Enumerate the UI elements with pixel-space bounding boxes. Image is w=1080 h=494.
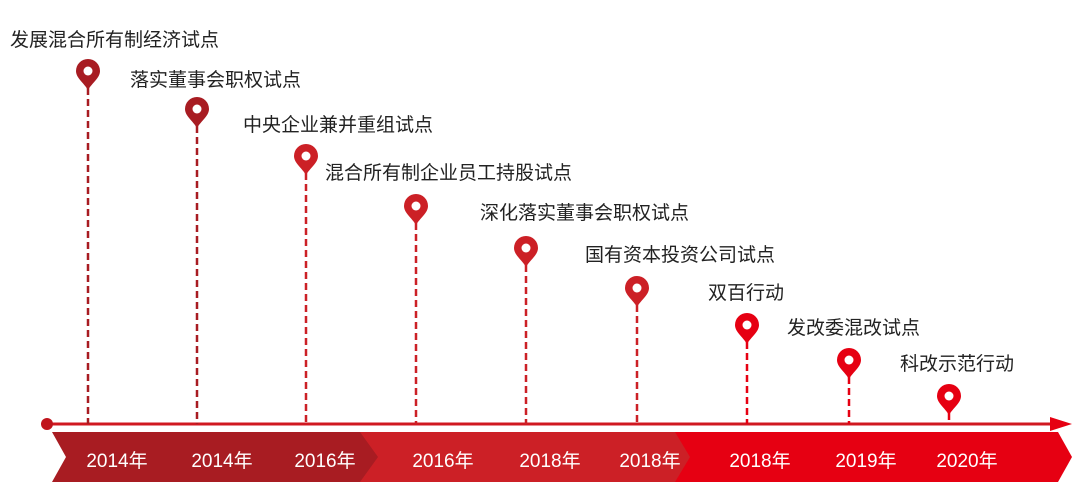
banner-segment-bright: [660, 432, 1072, 482]
banner-segment-dark: [52, 432, 378, 482]
event-label: 国有资本投资公司试点: [585, 244, 776, 266]
map-pin-hole: [521, 243, 531, 253]
event-label: 深化落实董事会职权试点: [480, 202, 690, 224]
event-year: 2014年: [86, 451, 148, 472]
axis-start-dot: [41, 418, 53, 430]
map-pin-hole: [944, 391, 954, 401]
event-year: 2016年: [412, 451, 474, 472]
event-label: 混合所有制企业员工持股试点: [325, 162, 573, 184]
banner-segment-mid: [360, 432, 690, 482]
event-label: 双百行动: [708, 282, 785, 304]
map-pin-hole: [632, 283, 642, 293]
map-pin-hole: [301, 151, 311, 161]
map-pin-hole: [844, 355, 854, 365]
map-pin-hole: [83, 66, 93, 76]
event-label: 落实董事会职权试点: [130, 69, 302, 91]
event-year: 2018年: [619, 451, 681, 472]
event-year: 2020年: [936, 451, 998, 472]
event-label: 发展混合所有制经济试点: [10, 29, 220, 51]
map-pin-hole: [411, 201, 421, 211]
axis-arrow-icon: [1050, 417, 1072, 431]
map-pin-hole: [742, 320, 752, 330]
event-year: 2018年: [519, 451, 581, 472]
event-year: 2016年: [294, 451, 356, 472]
event-label: 中央企业兼并重组试点: [243, 114, 434, 136]
event-label: 科改示范行动: [900, 353, 1015, 375]
event-label: 发改委混改试点: [787, 317, 921, 339]
event-year: 2019年: [835, 451, 897, 472]
map-pin-hole: [192, 104, 202, 114]
event-year: 2014年: [191, 451, 253, 472]
event-year: 2018年: [729, 451, 791, 472]
